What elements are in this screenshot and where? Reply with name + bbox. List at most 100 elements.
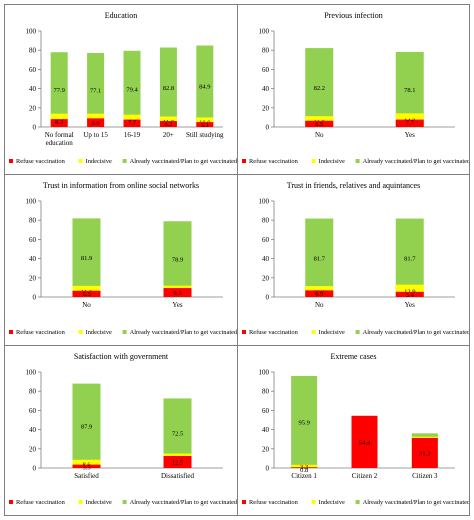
panel-previous-infection: Previous infection02040608010082.211.36.…: [237, 4, 470, 175]
chart-title: Previous infection: [324, 11, 382, 20]
bar-indecisive: [291, 464, 318, 468]
bar-refuse: [291, 467, 318, 468]
legend-label-indecisive: Indecisive: [319, 329, 345, 336]
y-tick-label: 20: [29, 104, 37, 112]
data-label-refuse: 8.2: [55, 119, 63, 126]
legend-swatch-vaccinated: [122, 159, 127, 163]
chart-title: Extreme cases: [331, 352, 377, 361]
bar-vaccinated: [72, 218, 101, 297]
y-tick-label: 0: [33, 124, 37, 132]
bar-refuse: [305, 290, 334, 297]
legend-label-vaccinated: Already vaccinated/Plan to get vaccinate…: [130, 329, 237, 336]
legend-label-indecisive: Indecisive: [319, 499, 345, 506]
bar-vaccinated: [305, 48, 334, 128]
legend-swatch-refuse: [242, 330, 246, 334]
legend-label-refuse: Refuse vaccination: [249, 158, 299, 165]
data-label-vaccinated: 82.2: [314, 85, 325, 92]
legend-swatch-indecisive: [311, 159, 316, 163]
y-tick-label: 100: [259, 198, 270, 206]
category-label: Citizen 2: [352, 472, 378, 480]
category-label: No formal: [45, 131, 74, 139]
category-label: Yes: [172, 301, 182, 309]
bar-refuse: [351, 415, 378, 468]
y-tick-label: 40: [262, 426, 270, 434]
data-label-refuse: 9.0: [92, 120, 100, 127]
bar-vaccinated: [123, 50, 141, 127]
bar-refuse: [395, 119, 424, 127]
data-label-refuse: 54.4: [359, 439, 371, 446]
legend-swatch-refuse: [9, 159, 13, 163]
data-label-vaccinated: 77.9: [54, 87, 65, 94]
y-tick-label: 40: [29, 255, 37, 263]
data-label-refuse: 5.1: [201, 122, 209, 129]
y-tick-label: 60: [29, 236, 37, 244]
chart-svg: Satisfaction with government 0 20 40 60 80 100…: [9, 352, 237, 506]
bar-refuse: [196, 122, 214, 127]
chart-svg: Previous infection02040608010082.211.36.…: [242, 11, 469, 165]
bar-vaccinated: [163, 221, 192, 297]
bar-refuse: [411, 437, 438, 468]
bar-vaccinated: [87, 52, 105, 127]
data-label-vaccinated: 81.7: [404, 255, 416, 262]
legend-label-vaccinated: Already vaccinated/Plan to get vaccinate…: [363, 158, 469, 165]
data-label-vaccinated: 84.9: [199, 84, 210, 91]
category-label: Citizen 1: [291, 472, 317, 480]
legend-swatch-vaccinated: [355, 500, 360, 504]
chart-title: Satisfaction with government: [74, 352, 169, 361]
legend-label-refuse: Refuse vaccination: [249, 329, 299, 336]
y-tick-label: 80: [29, 47, 37, 55]
bar-refuse: [123, 119, 141, 127]
data-label-vaccinated: 81.9: [81, 255, 92, 262]
legend-label-indecisive: Indecisive: [86, 329, 112, 336]
bar-refuse: [72, 464, 101, 468]
legend-swatch-refuse: [9, 500, 13, 504]
category-label: 16-19: [124, 131, 141, 139]
y-tick-label: 60: [262, 236, 270, 244]
panel-satisfaction-government: Satisfaction with government 0 20 40 60 80 100…: [4, 345, 238, 516]
y-tick-label: 0: [33, 465, 37, 473]
legend-swatch-refuse: [242, 159, 246, 163]
bar-refuse: [395, 291, 424, 297]
data-label-vaccinated: 78.9: [172, 257, 183, 264]
panel-trust-friends-relatives: Trust in friends, relatives and aquintan…: [237, 174, 470, 346]
data-label-refuse: 6.9: [315, 290, 323, 297]
y-tick-label: 60: [262, 407, 270, 415]
bar-indecisive: [72, 459, 101, 468]
bar-vaccinated: [196, 45, 214, 127]
legend-swatch-indecisive: [78, 330, 83, 334]
data-label-vaccinated: 82.8: [163, 85, 174, 92]
y-tick-label: 20: [29, 445, 37, 453]
bar-vaccinated: [305, 218, 334, 297]
y-tick-label: 80: [262, 217, 270, 225]
data-label-refuse: 7.7: [128, 120, 137, 127]
chart-title: Education: [105, 11, 137, 20]
y-tick-label: 20: [262, 274, 270, 282]
chart-svg: Extreme cases02040608010095.93.30.8Citiz…: [242, 352, 469, 506]
bar-vaccinated: [50, 52, 68, 127]
data-label-vaccinated: 87.9: [81, 423, 92, 430]
y-tick-label: 40: [262, 85, 270, 93]
legend-label-vaccinated: Already vaccinated/Plan to get vaccinate…: [130, 158, 237, 165]
y-tick-label: 100: [26, 28, 37, 36]
y-tick-label: 100: [259, 28, 270, 36]
bar-refuse: [72, 290, 101, 297]
legend-label-indecisive: Indecisive: [319, 158, 345, 165]
y-tick-label: 100: [259, 369, 270, 377]
y-tick-label: 80: [29, 388, 37, 396]
data-label-vaccinated: 72.5: [172, 431, 183, 438]
chart-title: Trust in information from online social …: [43, 181, 199, 190]
data-label-refuse: 6.5: [315, 121, 323, 128]
y-tick-label: 80: [29, 217, 37, 225]
chart-title: Trust in friends, relatives and aquintan…: [287, 181, 420, 190]
legend-swatch-vaccinated: [122, 330, 127, 334]
data-label-refuse: 12.5: [172, 460, 183, 467]
bar-refuse: [159, 121, 177, 127]
bar-refuse: [163, 288, 192, 297]
legend-swatch-vaccinated: [355, 330, 360, 334]
y-tick-label: 60: [29, 407, 37, 415]
bar-refuse: [163, 456, 192, 468]
legend-swatch-indecisive: [311, 500, 316, 504]
y-tick-label: 20: [262, 445, 270, 453]
y-tick-label: 40: [29, 426, 37, 434]
